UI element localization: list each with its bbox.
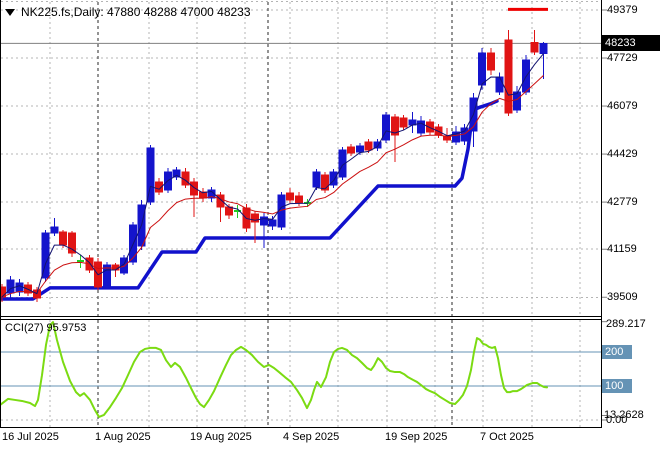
price-tick-label: 44429 bbox=[607, 148, 638, 161]
indicator-label: CCI(27) 95.9753 bbox=[5, 322, 87, 334]
date-label: 19 Aug 2025 bbox=[190, 431, 252, 443]
date-label: 16 Jul 2025 bbox=[2, 431, 59, 443]
cci-max-label: 289.217 bbox=[606, 317, 646, 330]
date-label: 7 Oct 2025 bbox=[480, 431, 534, 443]
dropdown-arrow-icon[interactable] bbox=[5, 8, 15, 16]
price-tick-label: 47729 bbox=[607, 52, 638, 65]
cci-level-200-badge: 200 bbox=[602, 345, 632, 359]
cci-zero-label: 0.00 bbox=[606, 414, 628, 426]
price-tick-label: 49379 bbox=[607, 4, 638, 16]
cci-level-100-badge: 100 bbox=[602, 379, 632, 393]
date-label: 1 Aug 2025 bbox=[95, 431, 151, 443]
cci-value-label: 13.2628 bbox=[604, 409, 644, 422]
price-tick-label: 41159 bbox=[607, 243, 637, 256]
price-tick-label: 39509 bbox=[607, 291, 638, 304]
date-label: 19 Sep 2025 bbox=[385, 431, 448, 443]
symbol-quote-text: NK225.fs,Daily: 47880 48288 47000 48233 bbox=[21, 5, 251, 19]
symbol-title: NK225.fs,Daily: 47880 48288 47000 48233 bbox=[5, 5, 251, 19]
current-price-badge: 48233 bbox=[602, 35, 660, 52]
date-label: 4 Sep 2025 bbox=[283, 431, 340, 443]
price-tick-label: 42779 bbox=[607, 196, 638, 209]
price-tick-label: 46079 bbox=[607, 100, 638, 113]
